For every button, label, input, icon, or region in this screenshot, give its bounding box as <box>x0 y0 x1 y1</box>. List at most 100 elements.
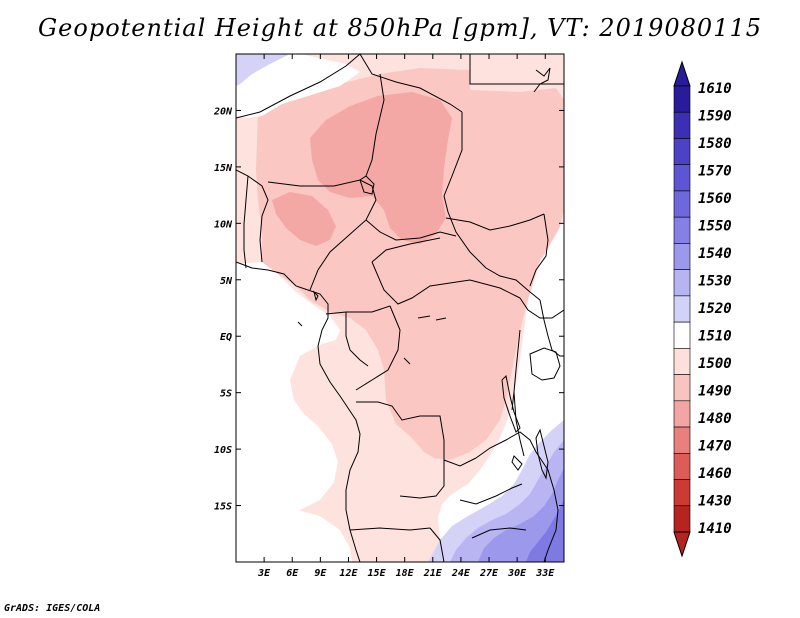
field-1480-west <box>272 192 336 246</box>
river-congo-mark-3 <box>403 357 411 365</box>
colorbar-swatch <box>673 164 691 192</box>
border-east-africa <box>519 297 564 319</box>
border-drc-angola <box>356 401 477 467</box>
lon-tick-label: 30E <box>507 568 527 579</box>
lake-chad <box>359 175 375 195</box>
border-sudan-ethiopia <box>529 213 549 287</box>
border-angola-namibia <box>349 527 431 531</box>
height-field <box>236 54 564 562</box>
field-1510-northwest <box>236 54 360 118</box>
lat-tick-label: 15S <box>214 502 232 513</box>
colorbar-swatch <box>673 111 691 139</box>
colorbar-swatch <box>673 85 691 113</box>
island-sao-tome <box>297 321 303 327</box>
lake-kariba <box>511 455 523 471</box>
lon-tick-label: 3E <box>257 568 271 579</box>
colorbar-level-label: 1560 <box>698 191 732 207</box>
border-chad-sudan <box>443 112 487 269</box>
colorbar-level-label: 1610 <box>698 81 732 97</box>
colorbar-swatch <box>673 479 691 507</box>
river-congo-mark-2 <box>435 317 447 321</box>
field-1510-southwest <box>236 500 352 562</box>
lon-tick-label: 27E <box>479 568 499 579</box>
lon-tick-label: 18E <box>396 568 415 579</box>
lake-malawi <box>535 428 549 480</box>
colorbar-swatch <box>673 505 691 533</box>
border-namibia-botswana <box>429 527 445 562</box>
colorbar-swatch <box>673 374 691 402</box>
border-gabon-congo <box>345 312 369 367</box>
lake-victoria <box>529 347 561 381</box>
colorbar-level-label: 1540 <box>698 246 732 262</box>
colorbar-swatch <box>673 295 691 323</box>
colorbar-level-label: 1530 <box>698 274 732 290</box>
colorbar-level-label: 1410 <box>698 521 732 537</box>
border-sudan-southsudan <box>445 213 545 231</box>
lat-tick-label: 10S <box>214 445 232 456</box>
field-1550-southeast <box>526 500 564 562</box>
lat-tick-label: 15N <box>214 163 233 174</box>
border-southsudan-east <box>485 267 541 301</box>
chart-title: Geopotential Height at 850hPa [gpm], VT:… <box>38 14 762 42</box>
river-congo-mark-1 <box>417 315 431 319</box>
colorbar-level-label: 1580 <box>698 136 732 152</box>
colorbar-swatch <box>673 138 691 166</box>
colorbar-swatch <box>673 348 691 375</box>
colorbar-swatch <box>673 216 691 244</box>
field-1520-northwest <box>236 54 290 86</box>
field-1510-gulf <box>236 262 340 562</box>
colorbar: 1610 1590 1580 1570 1560 1550 1540 1530 1520 1510… <box>673 60 732 558</box>
lat-tick-label: 5N <box>220 276 233 287</box>
map-frame <box>235 53 565 563</box>
colorbar-level-label: 1510 <box>698 329 732 345</box>
colorbar-top-arrow <box>673 60 691 87</box>
border-zambia-zimbabwe <box>459 483 523 505</box>
colorbar-level-label: 1470 <box>698 439 732 455</box>
colorbar-bottom-arrow <box>673 531 691 558</box>
lat-tick-label: 20N <box>213 106 233 117</box>
lon-tick-label: 15E <box>368 568 387 579</box>
colorbar-swatch <box>673 269 691 297</box>
border-angola-zambia <box>399 460 445 499</box>
border-uganda-kenya <box>539 299 564 357</box>
colorbar-swatch <box>673 400 691 428</box>
border-zimbabwe-south <box>471 527 527 539</box>
border-mali-niger <box>236 54 361 119</box>
country-borders <box>236 54 564 562</box>
colorbar-level-label: 1520 <box>698 301 732 317</box>
border-drc-uganda <box>511 329 521 411</box>
colorbar-level-label: 1590 <box>698 109 732 125</box>
border-libya-egypt <box>469 54 564 85</box>
latitude-axis: 20N 15N 10N 5N EQ 5S 10S 15S <box>213 106 564 513</box>
border-cameroon-gabon <box>325 305 391 315</box>
colorbar-level-label: 1550 <box>698 219 732 235</box>
lon-tick-label: 9E <box>314 568 327 579</box>
colorbar-level-label: 1570 <box>698 164 732 180</box>
colorbar-swatch <box>673 452 691 480</box>
lat-tick-label: 5S <box>220 389 232 400</box>
colorbar-level-label: 1490 <box>698 384 732 400</box>
lon-tick-label: 6E <box>286 568 299 579</box>
colorbar-level-label: 1480 <box>698 411 732 427</box>
lake-tanganyika <box>501 374 521 433</box>
lat-tick-label: 10N <box>214 219 233 230</box>
field-1480-sahara <box>310 92 452 244</box>
border-congo-drc <box>355 305 401 391</box>
grads-credit: GrADS: IGES/COLA <box>4 603 101 614</box>
border-zambia-east <box>475 431 537 459</box>
border-car-north <box>371 237 441 263</box>
coastline-west-africa <box>236 261 361 562</box>
colorbar-level-label: 1500 <box>698 356 732 372</box>
border-mozambique <box>535 451 559 562</box>
lon-tick-label: 21E <box>423 568 443 579</box>
colorbar-swatch <box>673 190 691 218</box>
red-sea-coast <box>533 67 551 93</box>
border-niger-libya <box>359 54 463 113</box>
lon-tick-label: 33E <box>535 568 555 579</box>
colorbar-swatch <box>673 321 691 349</box>
colorbar-swatch <box>673 426 691 454</box>
lat-tick-label: EQ <box>220 332 232 343</box>
border-nigeria-cameroon <box>309 199 377 291</box>
lon-tick-label: 12E <box>339 568 358 579</box>
colorbar-swatch <box>673 243 691 270</box>
